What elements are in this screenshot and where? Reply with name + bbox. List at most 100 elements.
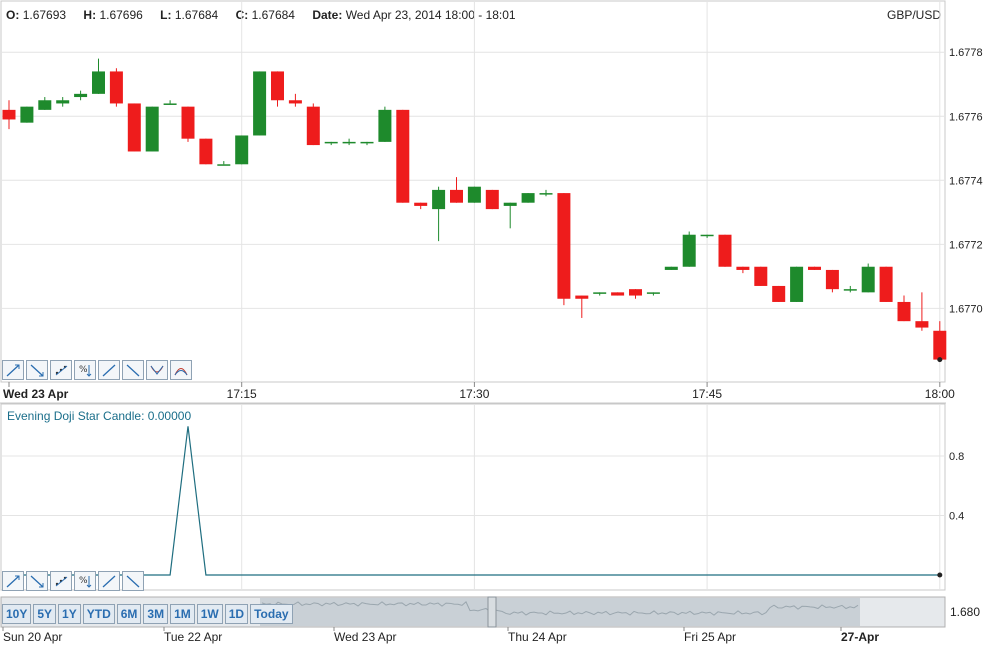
candle-down[interactable] — [306, 103, 320, 146]
range-button-6m[interactable]: 6M — [116, 604, 142, 624]
range-button-3m[interactable]: 3M — [143, 604, 169, 624]
candle-up[interactable] — [700, 234, 714, 238]
candle-up[interactable] — [861, 263, 875, 293]
svg-text:%: % — [79, 365, 88, 375]
candle-up[interactable] — [253, 71, 267, 136]
scatter-tool-button[interactable] — [50, 360, 72, 380]
candle-up[interactable] — [539, 189, 553, 197]
range-button-today[interactable]: Today — [250, 604, 293, 624]
price-axis: 1.6770 1.6772 1.6774 1.6776 1.6778 — [949, 47, 983, 315]
candle-up[interactable] — [56, 97, 70, 107]
scatter-icon — [55, 576, 68, 587]
line-up-icon — [102, 364, 116, 377]
candle-down[interactable] — [127, 103, 141, 152]
trend-down-tool-button[interactable] — [26, 571, 48, 591]
candle-down[interactable] — [396, 109, 410, 203]
percent-tool-button[interactable]: % — [74, 360, 96, 380]
candle-up[interactable] — [646, 292, 660, 296]
high-label: H: — [83, 8, 97, 22]
candle-up[interactable] — [467, 186, 481, 203]
time-tick-label: 17:30 — [459, 387, 489, 401]
candle-up[interactable] — [342, 138, 356, 146]
candle-up[interactable] — [593, 292, 607, 296]
navigator-value-label: 1.680 — [950, 605, 981, 619]
line-up-tool-button[interactable] — [98, 360, 120, 380]
candle-down[interactable] — [414, 202, 428, 210]
line-down-tool-button[interactable] — [122, 360, 144, 380]
candle-down[interactable] — [557, 193, 571, 306]
navigator-area-bg — [260, 598, 860, 626]
range-button-1d[interactable]: 1D — [224, 604, 249, 624]
candle-down[interactable] — [897, 295, 911, 322]
candle-up[interactable] — [682, 231, 696, 267]
candle-down[interactable] — [575, 295, 589, 318]
candle-up[interactable] — [503, 202, 517, 229]
candle-down[interactable] — [772, 285, 786, 302]
percent-tool-button[interactable]: % — [74, 571, 96, 591]
candle-down[interactable] — [271, 71, 284, 107]
candle-down[interactable] — [879, 266, 893, 302]
high-value: 1.67696 — [99, 8, 143, 22]
navigator-series — [261, 601, 859, 616]
trend-down-tool-button[interactable] — [26, 360, 48, 380]
candle-up[interactable] — [145, 106, 159, 152]
candle-up[interactable] — [38, 97, 52, 110]
line-down-tool-button[interactable] — [122, 571, 144, 591]
candle-down[interactable] — [2, 100, 16, 130]
candle-down[interactable] — [109, 68, 123, 107]
navigator-handle[interactable] — [487, 596, 497, 628]
curve-up-tool-button[interactable] — [170, 360, 192, 380]
range-button-1w[interactable]: 1W — [196, 604, 223, 624]
candle-up[interactable] — [217, 161, 231, 166]
candle-up[interactable] — [74, 90, 88, 101]
range-button-ytd[interactable]: YTD — [82, 604, 115, 624]
candle-down[interactable] — [718, 234, 732, 267]
candle-down[interactable] — [611, 292, 625, 296]
percent-icon: % — [79, 365, 92, 377]
curve-down-tool-button[interactable] — [146, 360, 168, 380]
candle-down[interactable] — [181, 106, 195, 142]
candle-up[interactable] — [20, 106, 34, 123]
candle-down[interactable] — [629, 289, 642, 299]
candle-up[interactable] — [360, 141, 374, 146]
low-label: L: — [160, 8, 172, 22]
candle-up[interactable] — [790, 266, 804, 302]
trend-up-tool-button[interactable] — [2, 571, 24, 591]
candle-up[interactable] — [378, 106, 392, 142]
range-button-10y[interactable]: 10Y — [2, 604, 32, 624]
candle-up[interactable] — [664, 266, 678, 270]
open-value: 1.67693 — [22, 8, 67, 22]
line-up-tool-button[interactable] — [98, 571, 120, 591]
line-up-icon — [102, 575, 116, 588]
candle-up[interactable] — [92, 58, 105, 94]
candle-down[interactable] — [915, 292, 929, 331]
candle-up[interactable] — [843, 285, 857, 293]
candle-down[interactable] — [825, 269, 839, 293]
indicator-series — [9, 426, 943, 578]
navigator-tick-label: Tue 22 Apr — [164, 630, 222, 644]
candle-down[interactable] — [450, 177, 463, 203]
candle-up[interactable] — [163, 100, 177, 105]
navigator-tick-label: Fri 25 Apr — [684, 630, 736, 644]
trend-up-tool-button[interactable] — [2, 360, 24, 380]
range-button-1m[interactable]: 1M — [170, 604, 195, 624]
candle-up[interactable] — [521, 193, 535, 203]
candle-down[interactable] — [485, 189, 499, 210]
candle-down[interactable] — [288, 93, 302, 107]
range-button-5y[interactable]: 5Y — [33, 604, 57, 624]
candle-up[interactable] — [324, 141, 338, 146]
candle-down[interactable] — [933, 321, 947, 360]
range-button-1y[interactable]: 1Y — [58, 604, 81, 624]
range-selector: 10Y 5Y 1Y YTD 6M 3M 1M 1W 1D Today — [2, 604, 293, 624]
time-tick-label: Wed 23 Apr — [3, 387, 69, 401]
candle-up[interactable] — [432, 186, 446, 242]
scatter-tool-button[interactable] — [50, 571, 72, 591]
candle-down[interactable] — [808, 266, 821, 270]
indicator-tick-label: 0.4 — [949, 511, 964, 523]
candle-down[interactable] — [754, 266, 768, 286]
candle-up[interactable] — [235, 135, 249, 165]
indicator-last-marker — [937, 572, 943, 578]
candle-down[interactable] — [736, 266, 750, 274]
candle-down[interactable] — [199, 138, 213, 165]
